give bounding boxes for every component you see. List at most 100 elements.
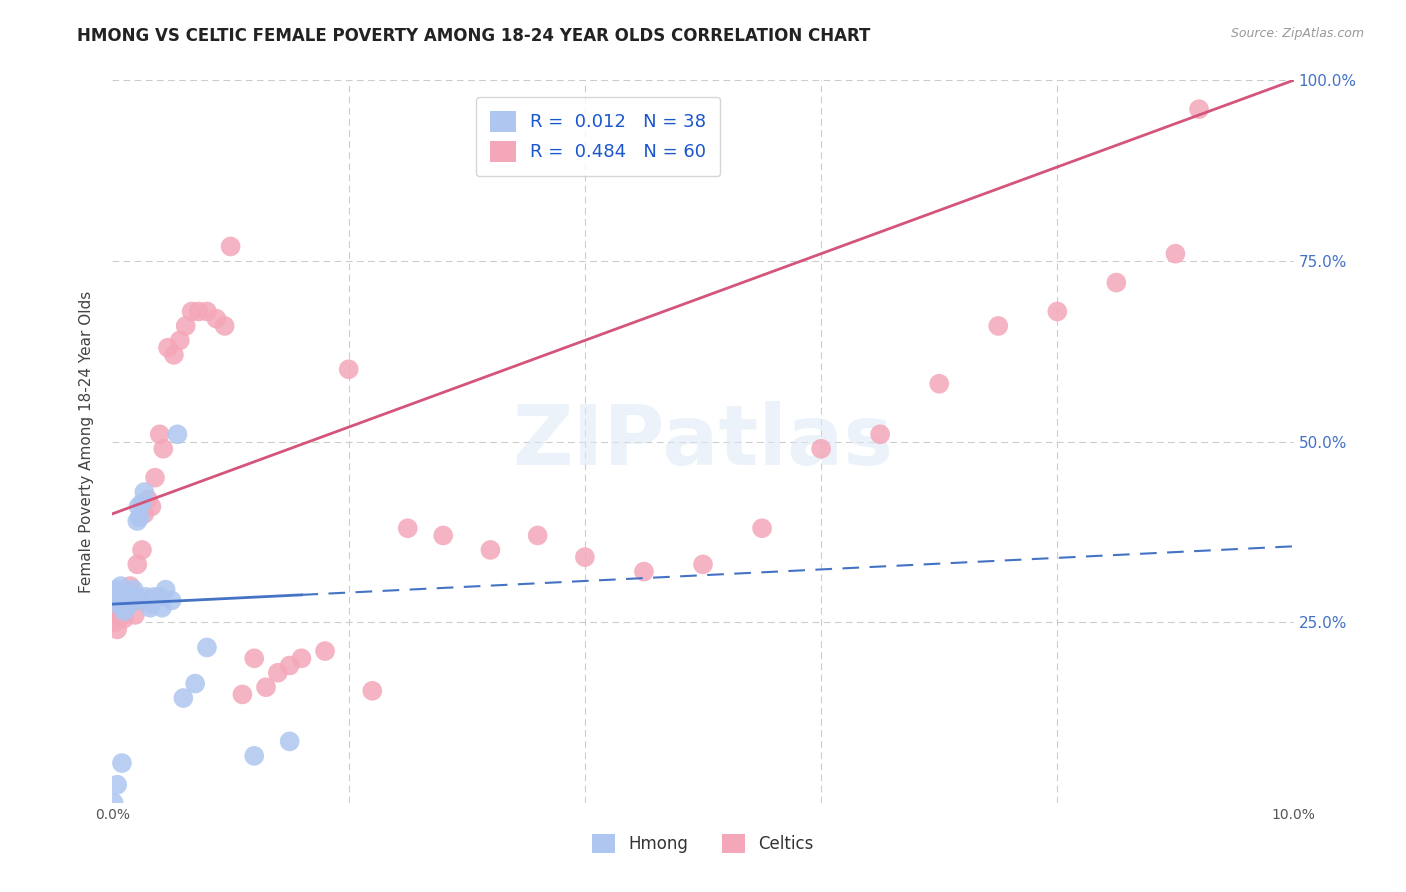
- Point: [169, 334, 191, 348]
- Point: [134, 485, 156, 500]
- Point: [131, 496, 153, 510]
- Point: [278, 734, 301, 748]
- Point: [124, 607, 146, 622]
- Point: [127, 500, 149, 514]
- Point: [278, 658, 301, 673]
- Point: [103, 600, 125, 615]
- Point: [128, 510, 150, 524]
- Point: [121, 593, 143, 607]
- Point: [205, 311, 228, 326]
- Text: HMONG VS CELTIC FEMALE POVERTY AMONG 18-24 YEAR OLDS CORRELATION CHART: HMONG VS CELTIC FEMALE POVERTY AMONG 18-…: [77, 27, 870, 45]
- Point: [869, 427, 891, 442]
- Point: [987, 318, 1010, 333]
- Point: [136, 492, 159, 507]
- Point: [243, 651, 266, 665]
- Point: [111, 756, 134, 770]
- Point: [141, 500, 163, 514]
- Point: [108, 600, 131, 615]
- Point: [105, 778, 128, 792]
- Point: [361, 683, 384, 698]
- Point: [337, 362, 360, 376]
- Point: [131, 542, 153, 557]
- Point: [174, 318, 197, 333]
- Point: [120, 579, 142, 593]
- Point: [107, 597, 129, 611]
- Point: [243, 748, 266, 763]
- Text: Source: ZipAtlas.com: Source: ZipAtlas.com: [1230, 27, 1364, 40]
- Point: [1188, 102, 1211, 116]
- Point: [187, 304, 209, 318]
- Y-axis label: Female Poverty Among 18-24 Year Olds: Female Poverty Among 18-24 Year Olds: [79, 291, 94, 592]
- Point: [432, 528, 454, 542]
- Point: [314, 644, 336, 658]
- Legend: Hmong, Celtics: Hmong, Celtics: [585, 827, 821, 860]
- Point: [180, 304, 202, 318]
- Point: [112, 604, 135, 618]
- Point: [810, 442, 832, 456]
- Point: [254, 680, 277, 694]
- Point: [195, 640, 218, 655]
- Text: ZIPatlas: ZIPatlas: [513, 401, 893, 482]
- Point: [117, 597, 139, 611]
- Point: [751, 521, 773, 535]
- Point: [155, 582, 177, 597]
- Point: [1164, 246, 1187, 260]
- Point: [479, 542, 502, 557]
- Point: [142, 590, 165, 604]
- Point: [290, 651, 312, 665]
- Point: [633, 565, 655, 579]
- Point: [105, 582, 128, 597]
- Point: [152, 442, 174, 456]
- Point: [125, 593, 148, 607]
- Point: [110, 593, 132, 607]
- Point: [104, 615, 127, 630]
- Point: [526, 528, 548, 542]
- Point: [115, 593, 138, 607]
- Point: [166, 427, 188, 442]
- Point: [124, 590, 146, 604]
- Point: [150, 600, 173, 615]
- Point: [149, 427, 172, 442]
- Point: [128, 593, 150, 607]
- Point: [127, 558, 149, 572]
- Point: [396, 521, 419, 535]
- Point: [112, 600, 135, 615]
- Point: [115, 600, 138, 615]
- Point: [149, 590, 172, 604]
- Point: [267, 665, 290, 680]
- Point: [141, 597, 163, 611]
- Point: [214, 318, 236, 333]
- Point: [105, 623, 128, 637]
- Point: [139, 600, 162, 615]
- Point: [103, 796, 125, 810]
- Point: [928, 376, 950, 391]
- Point: [121, 593, 143, 607]
- Point: [110, 579, 132, 593]
- Point: [231, 687, 253, 701]
- Point: [112, 611, 135, 625]
- Point: [163, 348, 186, 362]
- Point: [105, 604, 128, 618]
- Point: [134, 507, 156, 521]
- Point: [143, 470, 166, 484]
- Point: [184, 676, 207, 690]
- Point: [136, 593, 159, 607]
- Point: [117, 590, 139, 604]
- Point: [114, 586, 136, 600]
- Point: [104, 590, 127, 604]
- Point: [1105, 276, 1128, 290]
- Point: [120, 597, 142, 611]
- Point: [135, 590, 157, 604]
- Point: [127, 514, 149, 528]
- Point: [112, 604, 135, 618]
- Point: [692, 558, 714, 572]
- Point: [574, 550, 596, 565]
- Point: [122, 582, 145, 597]
- Point: [156, 341, 179, 355]
- Point: [195, 304, 218, 318]
- Point: [114, 586, 136, 600]
- Point: [120, 590, 142, 604]
- Point: [111, 607, 134, 622]
- Point: [219, 239, 242, 253]
- Point: [107, 607, 129, 622]
